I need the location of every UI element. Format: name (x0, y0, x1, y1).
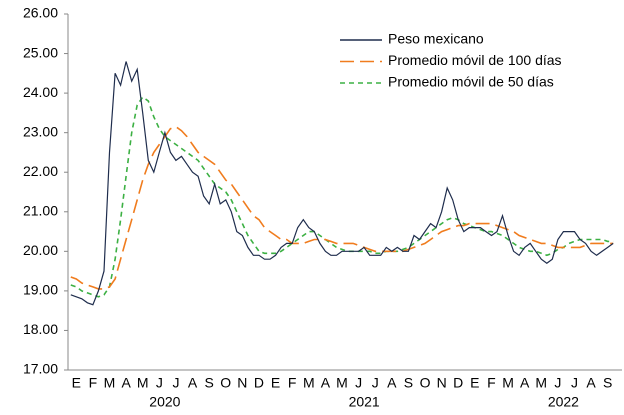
series-line (70, 125, 614, 290)
series-line (70, 95, 614, 298)
x-tick-label: E (72, 375, 81, 391)
x-tick-label: M (336, 375, 348, 391)
series-line (70, 61, 614, 306)
x-tick-label: S (603, 375, 612, 391)
legend-label: Promedio móvil de 100 días (388, 52, 562, 68)
x-tick-label: A (586, 375, 596, 391)
y-tick-label: 21.00 (23, 202, 58, 218)
legend-label: Promedio móvil de 50 días (388, 74, 554, 90)
x-tick-label: F (288, 375, 297, 391)
x-tick-label: O (220, 375, 231, 391)
y-tick-label: 17.00 (23, 361, 58, 377)
x-tick-label: J (372, 375, 379, 391)
x-tick-label: A (387, 375, 397, 391)
y-tick-label: 22.00 (23, 163, 58, 179)
year-label: 2021 (349, 394, 380, 410)
year-label: 2022 (548, 394, 579, 410)
y-tick-label: 25.00 (23, 44, 58, 60)
x-tick-label: D (453, 375, 463, 391)
x-tick-label: J (355, 375, 362, 391)
x-tick-label: M (303, 375, 315, 391)
x-tick-label: E (470, 375, 479, 391)
y-tick-label: 26.00 (23, 5, 58, 21)
y-tick-label: 18.00 (23, 321, 58, 337)
x-tick-label: F (487, 375, 496, 391)
x-tick-label: J (571, 375, 578, 391)
x-tick-label: J (172, 375, 179, 391)
x-tick-label: N (237, 375, 247, 391)
x-tick-label: A (188, 375, 198, 391)
y-tick-label: 19.00 (23, 282, 58, 298)
y-tick-label: 20.00 (23, 242, 58, 258)
year-label: 2020 (149, 394, 180, 410)
legend-label: Peso mexicano (388, 31, 484, 47)
x-tick-label: M (137, 375, 149, 391)
x-tick-label: S (404, 375, 413, 391)
x-tick-label: D (254, 375, 264, 391)
x-tick-label: E (271, 375, 280, 391)
x-tick-label: F (89, 375, 98, 391)
x-tick-label: N (437, 375, 447, 391)
y-tick-label: 23.00 (23, 123, 58, 139)
x-tick-label: M (502, 375, 514, 391)
x-tick-label: O (420, 375, 431, 391)
x-tick-label: J (554, 375, 561, 391)
y-tick-label: 24.00 (23, 84, 58, 100)
x-tick-label: A (321, 375, 331, 391)
x-tick-label: M (104, 375, 116, 391)
x-tick-label: J (156, 375, 163, 391)
x-tick-label: A (520, 375, 530, 391)
x-tick-label: S (204, 375, 213, 391)
x-tick-label: A (121, 375, 131, 391)
x-tick-label: M (535, 375, 547, 391)
